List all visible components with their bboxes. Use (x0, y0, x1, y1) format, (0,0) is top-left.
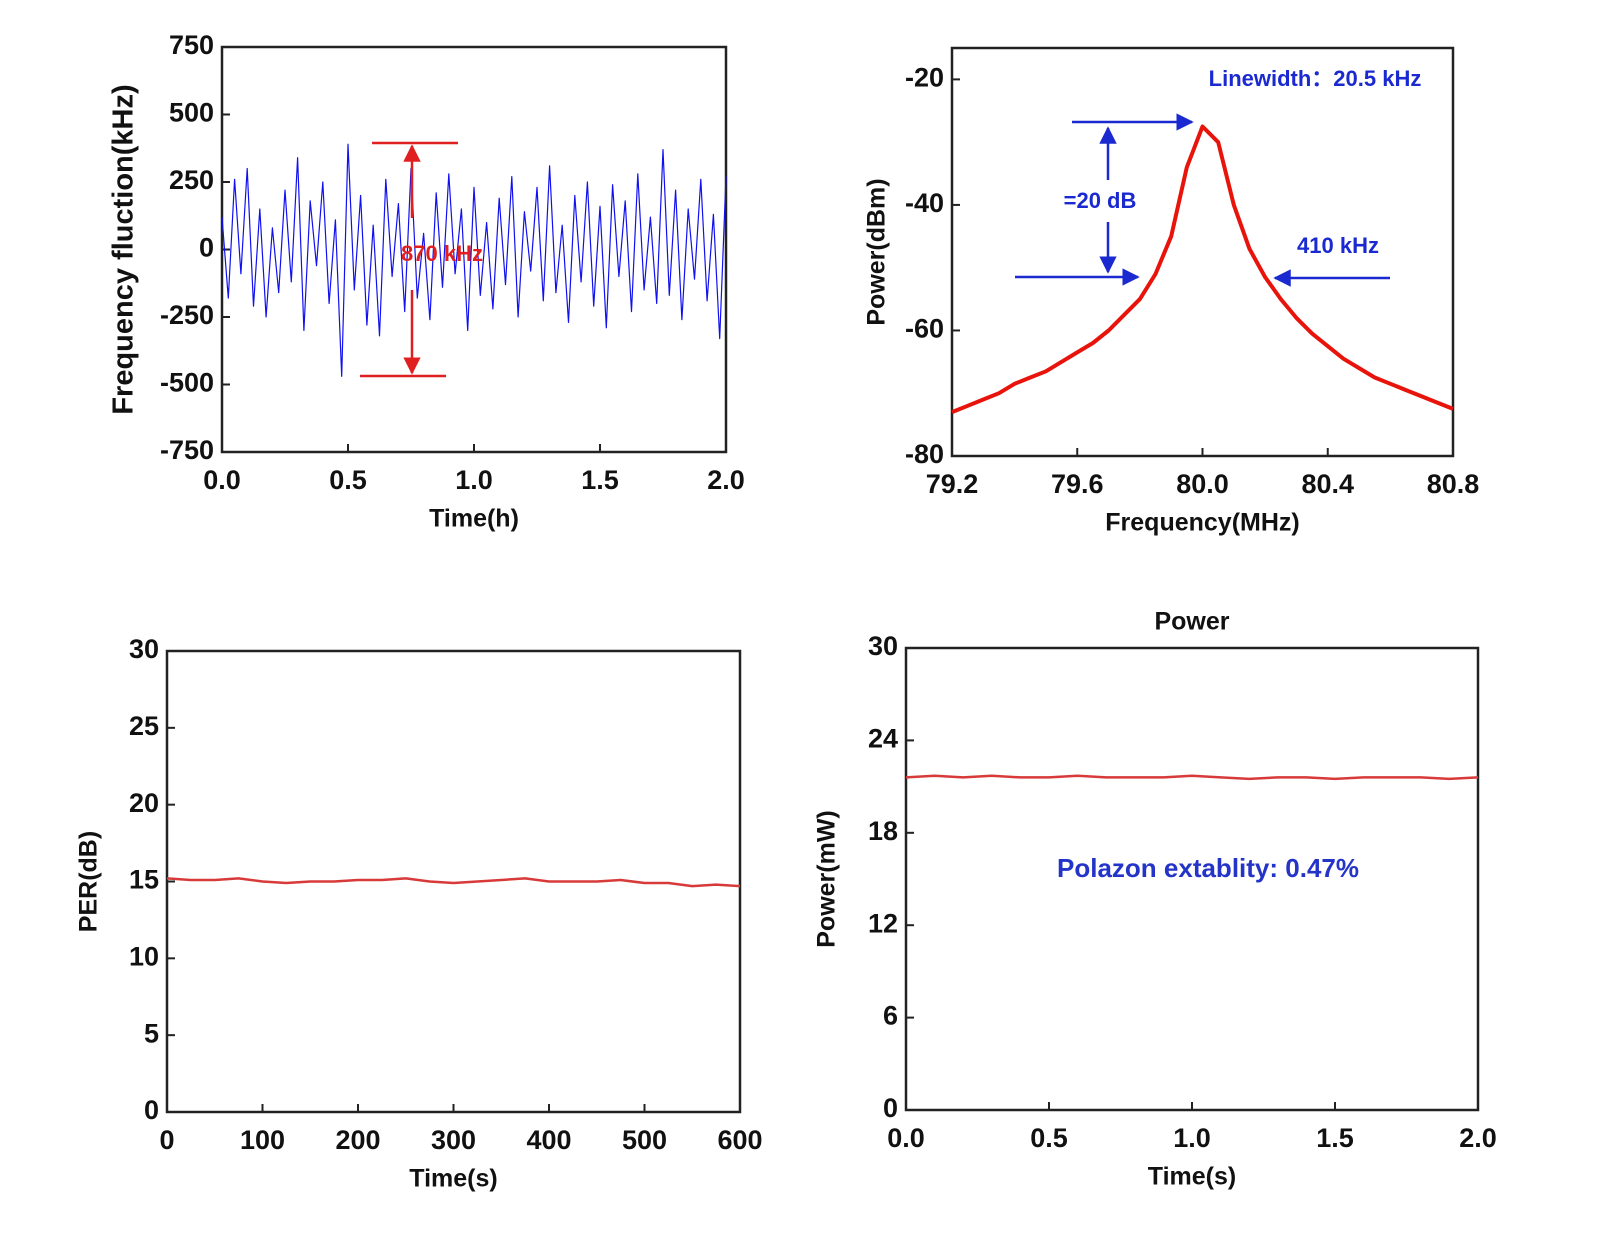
y-tick-label: 12 (868, 908, 898, 938)
y-tick-label: 500 (169, 98, 214, 128)
x-tick-label: 1.5 (581, 465, 619, 495)
data-line (221, 143, 727, 377)
y-tick-label: 20 (129, 788, 159, 818)
y-tick-label: 6 (883, 1001, 898, 1031)
x-tick-label: 1.0 (1173, 1123, 1211, 1153)
x-tick-label: 0 (159, 1125, 174, 1155)
y-tick-label: -500 (160, 368, 214, 398)
x-tick-label: 80.0 (1176, 469, 1229, 499)
x-axis-title: Time(s) (1148, 1163, 1236, 1191)
data-line (951, 124, 1454, 414)
y-tick-label: 10 (129, 941, 159, 971)
y-tick-label: -40 (905, 188, 944, 218)
annotation: =20 dB (1064, 188, 1137, 213)
data-line (905, 774, 1479, 781)
y-tick-label: 30 (868, 631, 898, 661)
y-tick-label: 0 (199, 233, 214, 263)
y-axis-title: Frequency fluction(kHz) (108, 84, 140, 414)
y-tick-label: 24 (868, 724, 898, 754)
x-tick-label: 2.0 (1459, 1123, 1497, 1153)
x-tick-label: 2.0 (707, 465, 745, 495)
y-axis-title: PER(dB) (75, 831, 103, 932)
y-tick-label: -250 (160, 300, 214, 330)
x-tick-label: 79.2 (926, 469, 979, 499)
x-tick-label: 0.0 (203, 465, 241, 495)
y-tick-label: 0 (883, 1093, 898, 1123)
annotation: Linewidth：20.5 kHz (1209, 66, 1422, 91)
data-line (166, 877, 741, 888)
x-tick-label: 200 (335, 1125, 380, 1155)
y-tick-label: 750 (169, 30, 214, 60)
y-axis-title: Power(mW) (813, 810, 841, 948)
y-tick-label: 30 (129, 634, 159, 664)
x-tick-label: 1.5 (1316, 1123, 1354, 1153)
chart-title: Power (1154, 608, 1229, 636)
x-tick-label: 400 (526, 1125, 571, 1155)
annotation-arrows (1015, 113, 1390, 287)
annotation: Polazon extablity: 0.47% (1057, 853, 1359, 883)
y-tick-label: 250 (169, 165, 214, 195)
x-tick-label: 80.8 (1427, 469, 1480, 499)
y-tick-label: 15 (129, 865, 159, 895)
annotation: 410 kHz (1297, 233, 1379, 258)
y-tick-label: 5 (144, 1018, 159, 1048)
y-tick-label: -60 (905, 314, 944, 344)
x-axis-title: Time(h) (429, 505, 519, 533)
x-tick-label: 0.0 (887, 1123, 925, 1153)
x-axis-title: Frequency(MHz) (1105, 509, 1299, 537)
y-tick-label: 25 (129, 711, 159, 741)
x-axis-title: Time(s) (409, 1165, 497, 1193)
x-tick-label: 300 (431, 1125, 476, 1155)
x-tick-label: 80.4 (1301, 469, 1354, 499)
y-tick-label: -20 (905, 63, 944, 93)
x-tick-label: 1.0 (455, 465, 493, 495)
annotation-bracket (360, 141, 458, 378)
y-tick-label: -750 (160, 435, 214, 465)
x-tick-label: 0.5 (1030, 1123, 1068, 1153)
x-tick-label: 100 (240, 1125, 285, 1155)
annotation: 870 kHz (401, 241, 483, 266)
x-tick-label: 79.6 (1051, 469, 1104, 499)
x-tick-label: 600 (717, 1125, 762, 1155)
y-tick-label: 0 (144, 1095, 159, 1125)
y-tick-label: -80 (905, 439, 944, 469)
y-axis-title: Power(dBm) (863, 178, 891, 325)
y-tick-label: 18 (868, 816, 898, 846)
x-tick-label: 500 (622, 1125, 667, 1155)
x-tick-label: 0.5 (329, 465, 367, 495)
